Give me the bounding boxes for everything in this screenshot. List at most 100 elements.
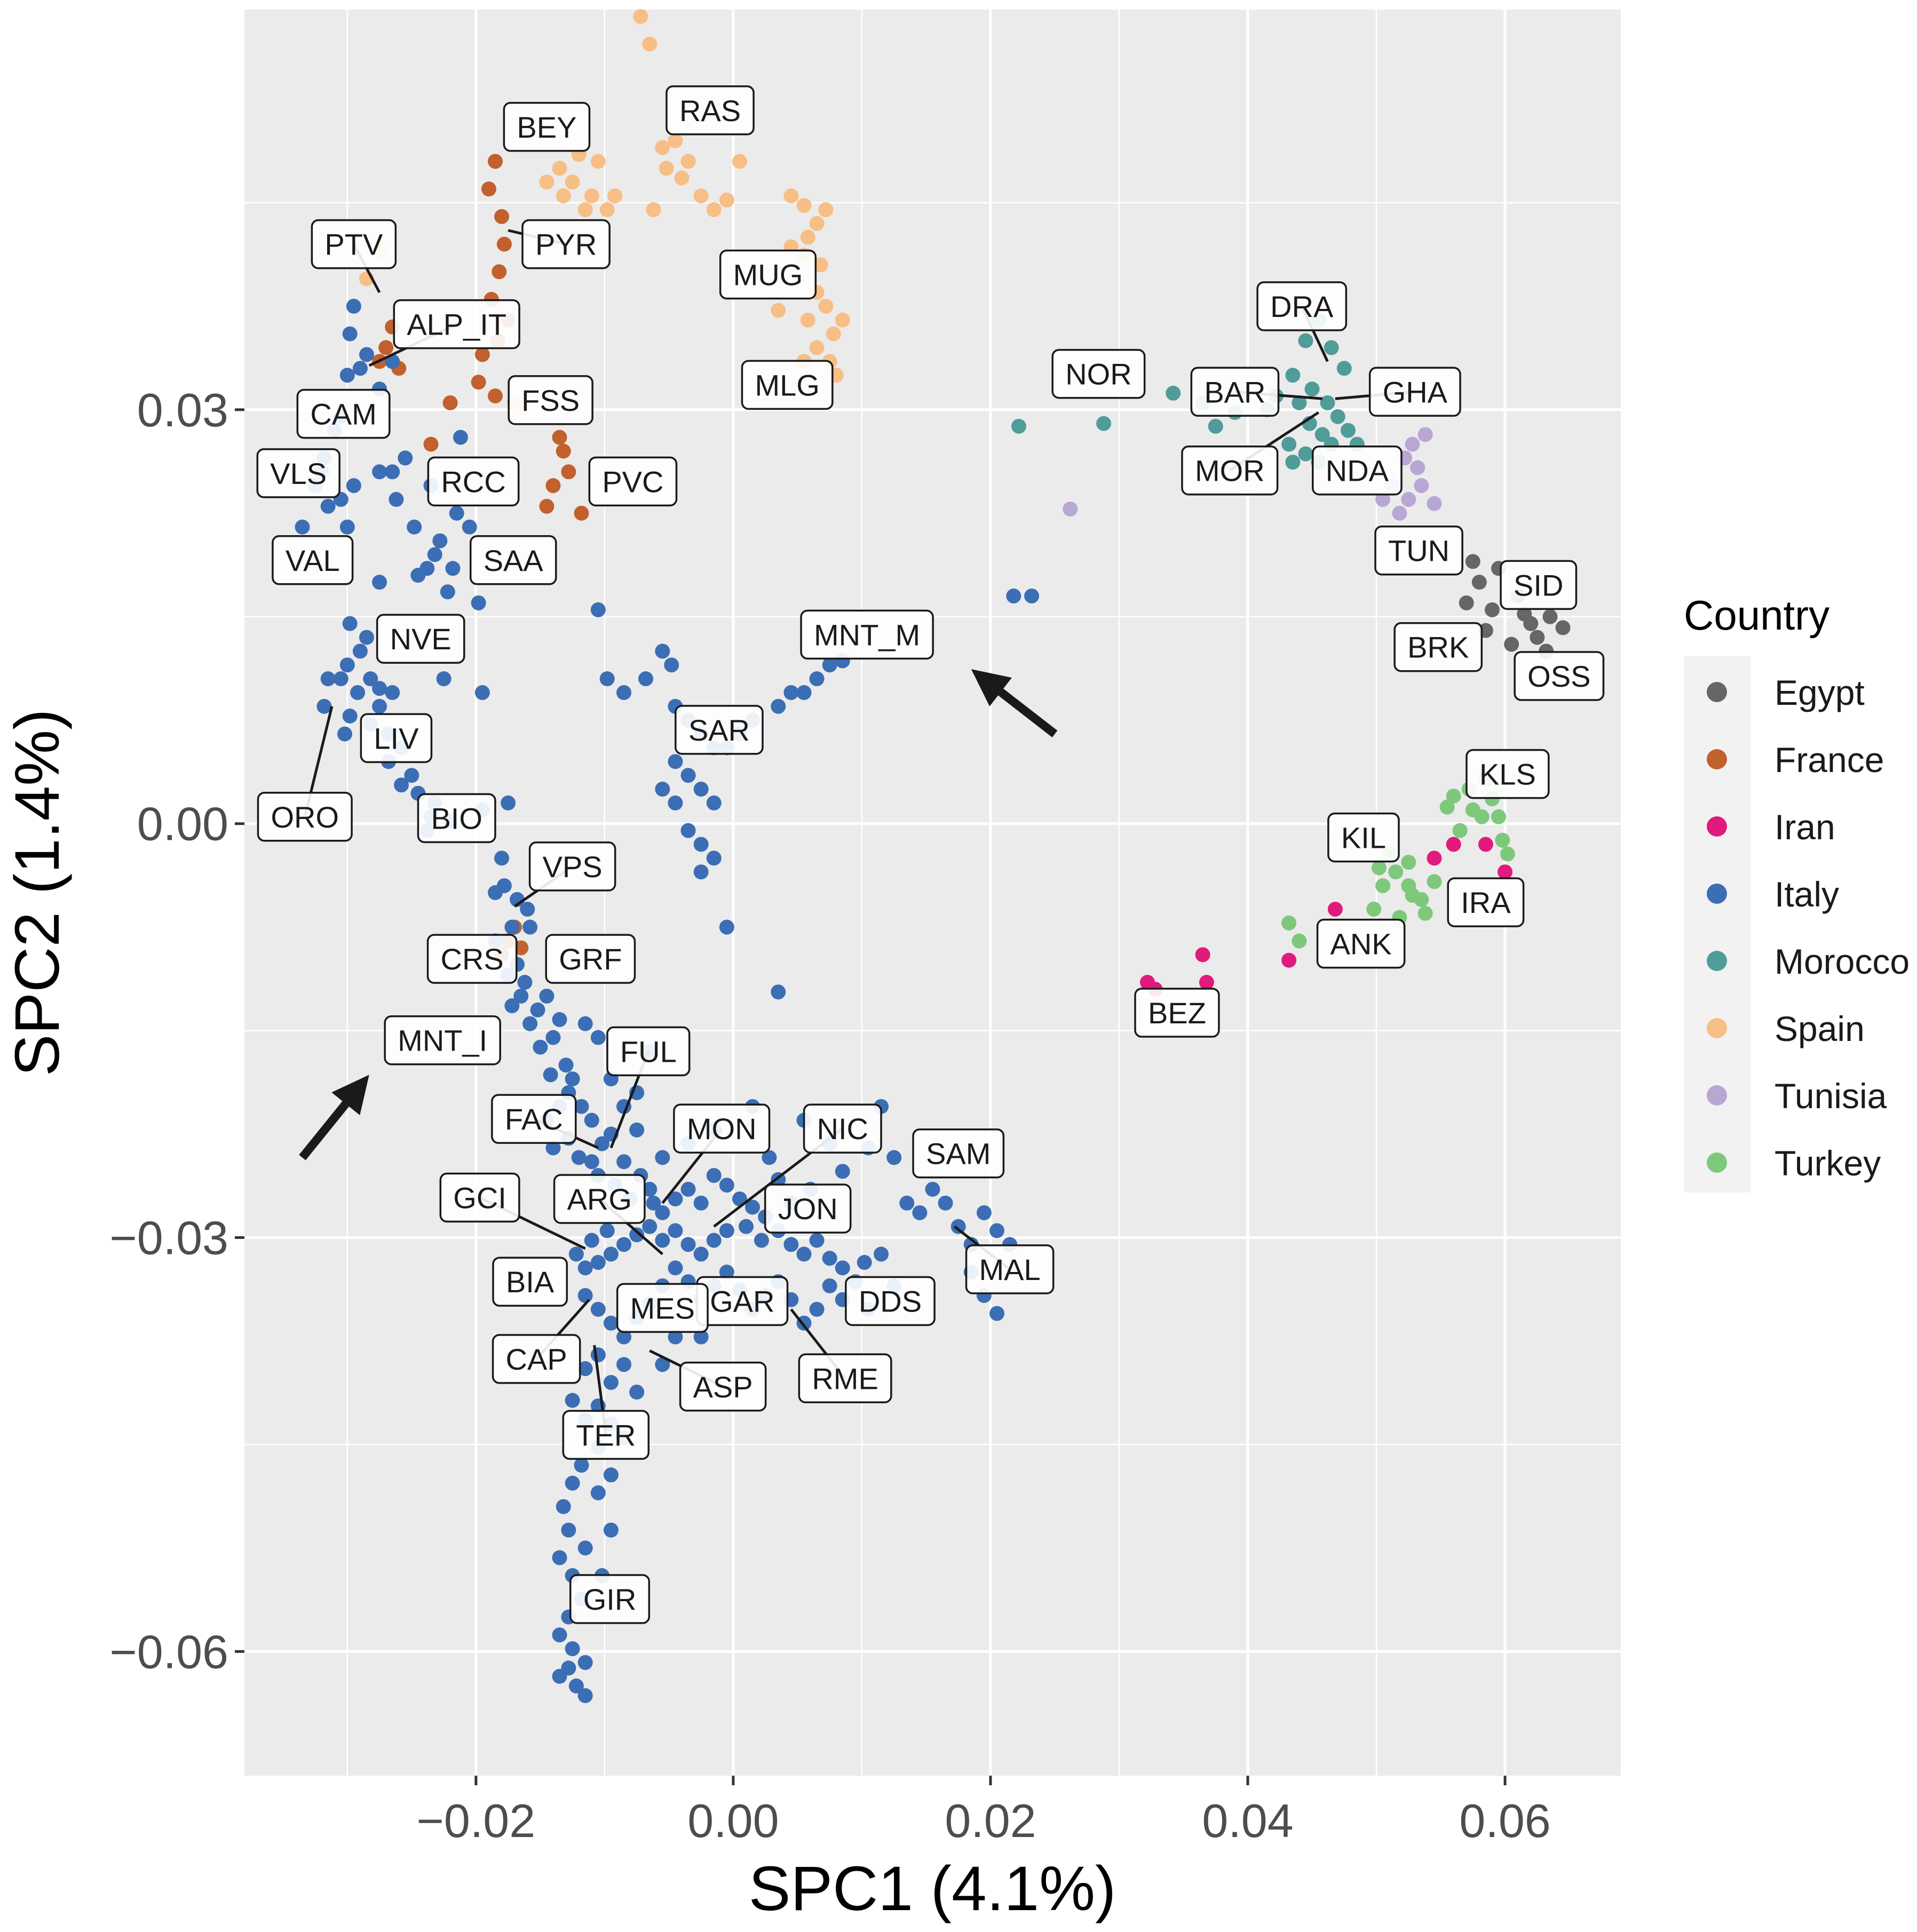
label-text: NIC [817, 1112, 868, 1146]
data-point [674, 170, 690, 186]
label-box [569, 1574, 651, 1624]
label-box [545, 934, 636, 984]
label-box [427, 456, 520, 507]
label-text: RME [812, 1362, 878, 1395]
data-point [577, 202, 593, 217]
label-box [798, 1353, 892, 1403]
data-point [655, 1357, 670, 1372]
data-point [668, 1191, 683, 1207]
data-point [590, 154, 606, 169]
data-point [1401, 492, 1416, 507]
label-text: GAR [710, 1284, 774, 1318]
data-point [342, 709, 358, 723]
label-text: BEY [517, 110, 576, 144]
data-point [1410, 460, 1425, 475]
legend-key [1707, 1085, 1727, 1106]
data-point [565, 174, 580, 190]
data-point [385, 464, 400, 480]
data-point [693, 188, 709, 204]
data-point [568, 1678, 584, 1694]
population-label: SID [1500, 560, 1578, 610]
data-point [350, 685, 366, 701]
data-point [950, 1219, 966, 1234]
data-point [1011, 418, 1026, 434]
data-point [1478, 837, 1493, 852]
label-box [800, 609, 934, 660]
data-point [754, 1233, 769, 1248]
arrow-shaft [998, 688, 1058, 737]
legend-entry-egypt: Egypt [1707, 673, 1865, 712]
data-point [1495, 832, 1510, 848]
label-box [1181, 445, 1279, 496]
data-point [1427, 874, 1442, 889]
legend-label: Iran [1775, 807, 1835, 847]
y-tick-label: −0.06 [109, 1625, 228, 1678]
label-box [360, 713, 433, 764]
x-tick-label: 0.02 [945, 1794, 1036, 1847]
data-point [320, 671, 336, 687]
population-label: GHA [1335, 367, 1461, 417]
label-text: ANK [1330, 927, 1392, 961]
arrows [299, 669, 1058, 1160]
label-box [1500, 560, 1578, 610]
data-point [616, 1329, 632, 1345]
data-point [584, 1112, 599, 1128]
data-point [577, 1540, 593, 1556]
data-point [629, 1122, 645, 1138]
data-point [800, 312, 815, 328]
label-box [553, 1174, 646, 1224]
label-text: ARG [567, 1182, 632, 1216]
data-point [577, 1688, 593, 1704]
data-point [655, 1233, 670, 1248]
data-point [1292, 933, 1307, 949]
data-point [574, 1099, 589, 1114]
data-point [488, 388, 503, 404]
data-point [432, 533, 448, 548]
label-box [272, 535, 354, 585]
data-point [552, 1550, 567, 1565]
data-point [783, 188, 799, 204]
x-tick-label: 0.06 [1459, 1794, 1550, 1847]
label-box [764, 1183, 852, 1234]
data-point [552, 1668, 567, 1684]
data-point [599, 1223, 615, 1238]
data-point [783, 1237, 799, 1252]
population-label: RAS [666, 85, 755, 136]
legend-key [1707, 951, 1727, 971]
data-point [616, 1237, 632, 1252]
data-point [1208, 418, 1223, 434]
data-point [378, 340, 394, 355]
population-label: LIV [360, 713, 433, 764]
data-point [410, 568, 426, 583]
population-label: VAL [272, 535, 354, 585]
data-point [1517, 606, 1532, 622]
data-point [989, 1223, 1005, 1238]
population-label: PVC [588, 456, 678, 507]
label-text: RAS [679, 94, 741, 128]
data-point [372, 698, 387, 714]
label-box [1190, 367, 1280, 417]
data-point [693, 782, 709, 797]
label-text: FAC [505, 1102, 563, 1136]
label-box [1393, 622, 1483, 672]
data-point [899, 1195, 915, 1211]
data-point [771, 303, 786, 318]
legend-key [1707, 1018, 1727, 1038]
arrow-shaft [299, 1101, 350, 1160]
data-point [800, 229, 815, 245]
data-point [522, 919, 538, 935]
label-text: TUN [1388, 534, 1449, 568]
data-point [1327, 902, 1343, 917]
data-point [295, 519, 310, 535]
label-text: VPS [543, 850, 603, 884]
data-point [976, 1205, 992, 1220]
data-point [616, 1357, 632, 1372]
data-point [809, 671, 825, 687]
data-point [693, 1195, 709, 1211]
data-point [668, 1329, 683, 1345]
data-point [471, 375, 486, 390]
population-label: IRA [1447, 877, 1525, 927]
label-text: TER [576, 1418, 636, 1452]
data-point [835, 1164, 850, 1179]
data-point [1392, 505, 1407, 521]
